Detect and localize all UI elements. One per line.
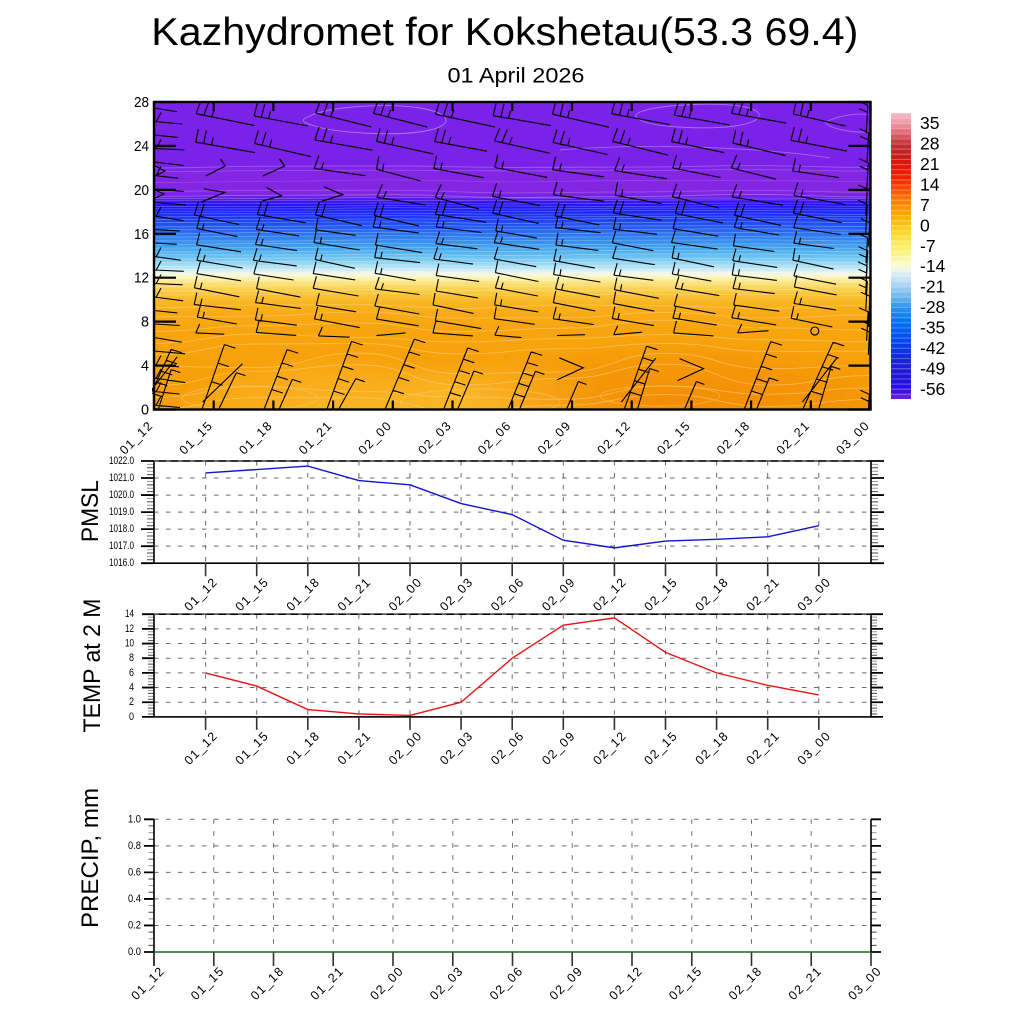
svg-text:0.6: 0.6 <box>128 866 141 878</box>
svg-text:2: 2 <box>129 696 134 708</box>
svg-text:-28: -28 <box>920 297 945 317</box>
svg-text:14: 14 <box>125 608 134 620</box>
svg-text:PMSL: PMSL <box>77 480 104 542</box>
svg-text:0.0: 0.0 <box>128 946 141 958</box>
svg-text:1022.0: 1022.0 <box>109 455 134 467</box>
svg-text:20: 20 <box>134 183 149 199</box>
svg-text:28: 28 <box>920 134 939 154</box>
svg-text:PRECIP, mm: PRECIP, mm <box>77 788 104 928</box>
svg-text:12: 12 <box>134 271 149 287</box>
svg-text:0: 0 <box>141 403 149 419</box>
svg-text:1021.0: 1021.0 <box>109 472 134 484</box>
svg-text:-35: -35 <box>920 318 945 338</box>
svg-text:1.0: 1.0 <box>128 813 141 825</box>
svg-text:24: 24 <box>134 139 149 155</box>
svg-text:-7: -7 <box>920 236 936 256</box>
svg-text:1016.0: 1016.0 <box>109 557 134 569</box>
svg-text:-14: -14 <box>920 256 946 276</box>
svg-text:0.2: 0.2 <box>128 920 141 932</box>
svg-text:1018.0: 1018.0 <box>109 523 134 535</box>
svg-text:8: 8 <box>141 315 149 331</box>
svg-text:01 April 2026: 01 April 2026 <box>448 65 585 88</box>
svg-text:1019.0: 1019.0 <box>109 506 134 518</box>
svg-text:10: 10 <box>125 638 134 650</box>
svg-text:1020.0: 1020.0 <box>109 489 134 501</box>
svg-text:0: 0 <box>129 711 134 723</box>
svg-text:4: 4 <box>141 359 149 375</box>
svg-text:1017.0: 1017.0 <box>109 540 134 552</box>
svg-text:0.4: 0.4 <box>128 893 141 905</box>
svg-text:-21: -21 <box>920 277 945 297</box>
svg-text:Kazhydromet for Kokshetau(53.3: Kazhydromet for Kokshetau(53.3 69.4) <box>151 11 858 54</box>
svg-text:TEMP at 2 M: TEMP at 2 M <box>79 599 106 733</box>
svg-text:-56: -56 <box>920 379 945 399</box>
svg-text:14: 14 <box>920 175 940 195</box>
svg-text:-49: -49 <box>920 358 945 378</box>
svg-text:28: 28 <box>134 95 149 111</box>
svg-text:4: 4 <box>129 682 134 694</box>
svg-text:16: 16 <box>134 227 149 243</box>
svg-text:0: 0 <box>920 215 930 235</box>
svg-text:0.8: 0.8 <box>128 840 141 852</box>
svg-text:6: 6 <box>129 667 134 679</box>
svg-text:-42: -42 <box>920 338 945 358</box>
svg-text:8: 8 <box>129 652 134 664</box>
svg-text:21: 21 <box>920 154 939 174</box>
svg-text:7: 7 <box>920 195 930 215</box>
svg-text:35: 35 <box>920 113 939 133</box>
svg-text:12: 12 <box>125 623 134 635</box>
